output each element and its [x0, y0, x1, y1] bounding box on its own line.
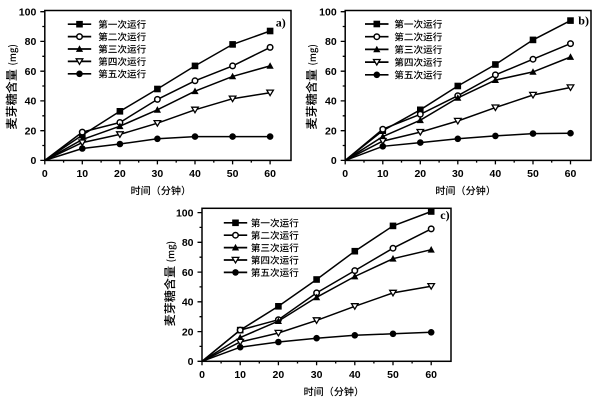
svg-text:40: 40: [490, 168, 502, 180]
svg-text:0: 0: [199, 369, 205, 381]
svg-text:20: 20: [325, 125, 337, 137]
svg-text:50: 50: [387, 369, 399, 381]
svg-text:60: 60: [182, 267, 194, 279]
svg-text:100: 100: [176, 207, 194, 219]
svg-text:20: 20: [182, 326, 194, 338]
svg-text:60: 60: [264, 168, 276, 180]
svg-text:40: 40: [349, 369, 361, 381]
svg-text:20: 20: [273, 369, 285, 381]
svg-text:0: 0: [30, 155, 36, 167]
svg-text:100: 100: [19, 6, 37, 18]
svg-text:a): a): [276, 15, 286, 29]
svg-text:0: 0: [331, 155, 337, 167]
svg-text:100: 100: [319, 6, 337, 18]
svg-text:20: 20: [414, 168, 426, 180]
svg-text:0: 0: [42, 168, 48, 180]
svg-text:0: 0: [188, 356, 194, 368]
svg-text:50: 50: [227, 168, 239, 180]
svg-text:40: 40: [25, 96, 37, 108]
svg-text:40: 40: [325, 96, 337, 108]
svg-text:30: 30: [452, 168, 464, 180]
svg-text:20: 20: [114, 168, 126, 180]
svg-text:60: 60: [25, 66, 37, 78]
svg-text:60: 60: [565, 168, 577, 180]
svg-text:b): b): [578, 13, 589, 27]
svg-text:60: 60: [325, 66, 337, 78]
svg-text:50: 50: [527, 168, 539, 180]
svg-text:20: 20: [25, 125, 37, 137]
svg-text:80: 80: [182, 237, 194, 249]
svg-text:0: 0: [342, 168, 348, 180]
svg-text:80: 80: [325, 36, 337, 48]
svg-text:10: 10: [76, 168, 88, 180]
svg-text:30: 30: [311, 369, 323, 381]
svg-text:10: 10: [234, 369, 246, 381]
svg-text:10: 10: [377, 168, 389, 180]
svg-text:40: 40: [189, 168, 201, 180]
svg-text:40: 40: [182, 297, 194, 309]
svg-text:60: 60: [425, 369, 437, 381]
svg-text:30: 30: [152, 168, 164, 180]
svg-text:80: 80: [25, 36, 37, 48]
svg-text:c): c): [440, 208, 449, 222]
